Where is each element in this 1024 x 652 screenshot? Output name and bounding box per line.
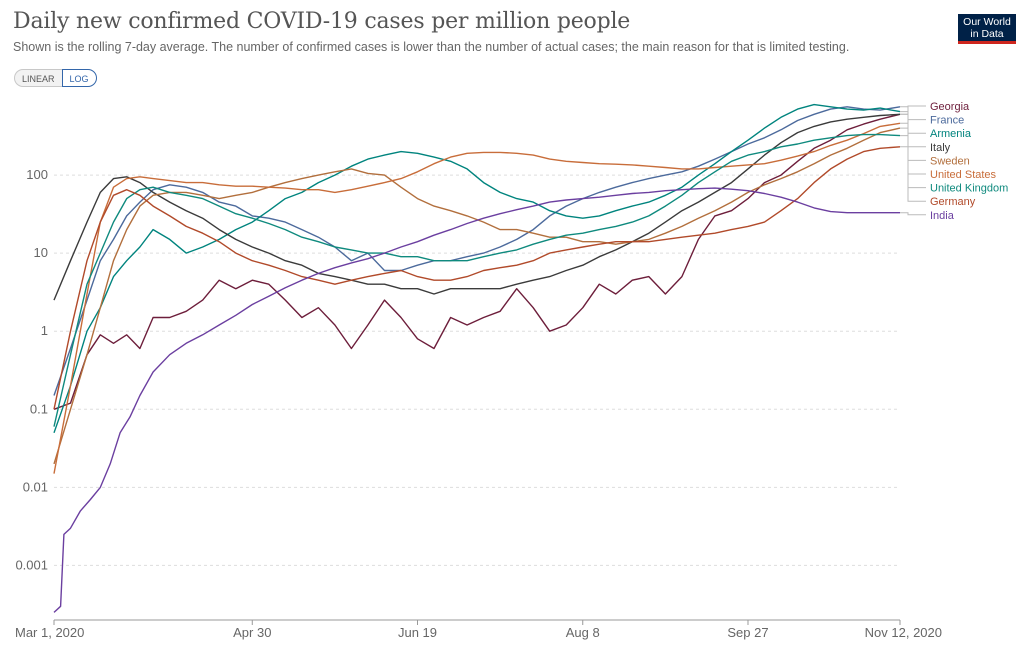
legend-label-germany: Germany: [930, 196, 976, 208]
legend-connector: [900, 122, 926, 175]
series-line-germany: [53, 146, 901, 410]
logo-line-1: Our World: [963, 16, 1011, 28]
legend-label-italy: Italy: [930, 142, 951, 154]
scale-toggle: LINEAR LOG: [14, 69, 97, 87]
y-tick-label: 0.1: [30, 401, 48, 416]
logo-line-2: in Data: [970, 28, 1004, 40]
y-tick-label: 10: [34, 245, 48, 260]
x-tick-label: Aug 8: [566, 625, 600, 640]
y-tick-label: 0.001: [15, 557, 48, 572]
x-tick-label: Nov 12, 2020: [865, 625, 942, 640]
series-line-georgia: [53, 113, 901, 410]
legend-connector: [900, 111, 926, 134]
x-tick-label: Sep 27: [727, 625, 768, 640]
series-line-sweden: [53, 127, 901, 465]
y-tick-label: 100: [26, 167, 48, 182]
y-tick-label: 0.01: [23, 479, 48, 494]
y-tick-label: 1: [41, 323, 48, 338]
legend-label-united-kingdom: United Kingdom: [930, 183, 1008, 195]
series-line-united-kingdom: [53, 133, 901, 427]
legend-label-united-states: United States: [930, 169, 997, 181]
legend-label-india: India: [930, 210, 955, 222]
series-line-france: [53, 106, 901, 396]
x-tick-label: Apr 30: [233, 625, 271, 640]
x-tick-label: Jun 19: [398, 625, 437, 640]
log-scale-button[interactable]: LOG: [61, 69, 97, 87]
chart-subtitle: Shown is the rolling 7-day average. The …: [13, 40, 850, 54]
legend-label-georgia: Georgia: [930, 101, 970, 113]
series-line-india: [53, 187, 900, 613]
chart-title: Daily new confirmed COVID-19 cases per m…: [13, 9, 631, 34]
linear-scale-button[interactable]: LINEAR: [14, 69, 62, 87]
legend-label-armenia: Armenia: [930, 128, 972, 140]
legend-label-france: France: [930, 115, 964, 127]
x-tick-label: Mar 1, 2020: [15, 625, 84, 640]
owid-logo[interactable]: Our World in Data: [958, 14, 1016, 44]
legend-connector: [900, 135, 926, 189]
legend-connector: [900, 106, 926, 121]
series-line-armenia: [53, 103, 901, 434]
legend-connector: [900, 146, 926, 202]
legend-connector: [900, 212, 926, 216]
series-line-united-states: [53, 122, 901, 474]
legend-label-sweden: Sweden: [930, 155, 970, 167]
